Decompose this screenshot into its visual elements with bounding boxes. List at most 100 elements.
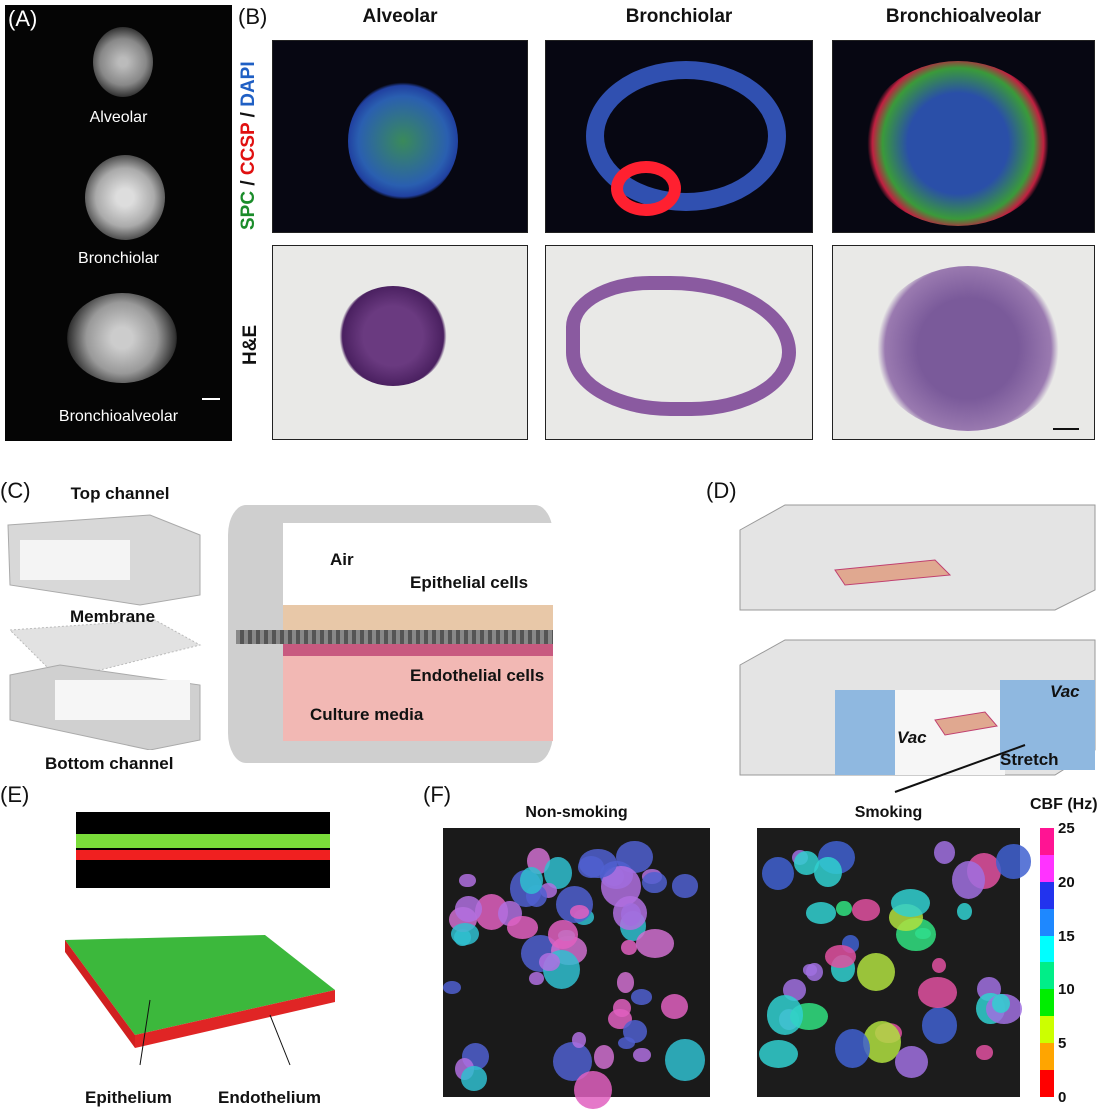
spc-label: SPC: [238, 190, 259, 230]
ciliary-patch: [793, 851, 819, 876]
panel-c-label: (C): [0, 478, 31, 503]
bronchioalveolar-he-image: [832, 245, 1095, 440]
column-header: Bronchiolar: [625, 6, 733, 27]
organoid-label: Bronchiolar: [78, 250, 159, 267]
ciliary-patch: [571, 1031, 587, 1048]
ciliary-patch: [931, 958, 946, 974]
colorbar-segment: [1040, 828, 1054, 855]
ccsp-label: CCSP: [238, 122, 259, 176]
colorbar-tick-label: 10: [1058, 981, 1075, 999]
colorbar-tick-label: 0: [1058, 1089, 1067, 1106]
colorbar-tick-label: 5: [1058, 1035, 1067, 1053]
ciliary-patch: [856, 952, 895, 991]
epithelial-layer: [283, 605, 553, 630]
ciliary-patch: [672, 874, 698, 898]
ciliary-patch: [825, 945, 857, 969]
ciliary-patch: [593, 1045, 614, 1069]
separator: /: [238, 175, 259, 191]
bronchioalveolar-organoid: [67, 293, 177, 383]
ciliary-patch: [579, 848, 617, 878]
3d-tissue-rendering: [65, 935, 335, 1066]
ciliary-patch: [660, 994, 688, 1020]
cross-section-diagram: [228, 505, 553, 763]
bronchiolar-fluorescence-image: [545, 40, 813, 233]
smoking-cbf-map: [757, 828, 1032, 1097]
epithelium-label: Epithelium: [85, 1088, 172, 1107]
bronchioalveolar-fluorescence-image: [832, 40, 1095, 233]
alveolar-organoid: [93, 27, 153, 97]
ciliary-patch: [761, 856, 794, 890]
bottom-channel-label: Bottom channel: [45, 754, 174, 773]
ciliary-patch: [548, 920, 579, 950]
endothelium-label: Endothelium: [218, 1088, 321, 1107]
ciliary-patch: [835, 1028, 871, 1068]
colorbar-segment: [1040, 881, 1054, 909]
ciliary-patch: [630, 989, 652, 1005]
alveolar-he-image: [272, 245, 528, 440]
organoid-label: Alveolar: [89, 109, 148, 126]
column-header: Bronchioalveolar: [885, 6, 1042, 27]
panel-a-organoid-images: Alveolar Bronchiolar Bronchioalveolar: [5, 5, 232, 441]
cbf-colorbar: [1040, 828, 1054, 1097]
vac-left-label: Vac: [897, 728, 927, 747]
endothelial-cells-label: Endothelial cells: [410, 666, 545, 685]
colorbar-segment: [1040, 989, 1054, 1017]
ciliary-patch: [933, 841, 955, 864]
ciliary-patch: [507, 916, 538, 939]
ciliary-patch: [665, 1038, 705, 1081]
panel-d-label: (D): [706, 478, 737, 503]
ciliary-patch: [758, 1039, 799, 1069]
ciliary-patch: [836, 900, 853, 917]
ciliary-patch: [766, 995, 804, 1036]
dapi-label: DAPI: [238, 61, 259, 107]
colorbar-segment: [1040, 1070, 1054, 1097]
smoking-title: Smoking: [854, 804, 923, 821]
ciliary-patch: [569, 905, 589, 919]
non-smoking-cbf-map: [443, 828, 710, 1109]
ciliary-patch: [890, 889, 930, 918]
ciliary-patch: [612, 895, 648, 930]
colorbar-segment: [1040, 1043, 1054, 1071]
ciliary-patch: [921, 1007, 958, 1044]
panel-b-label: (B): [238, 4, 268, 29]
ciliary-patch: [806, 902, 837, 924]
scale-bar: [1053, 428, 1079, 430]
cross-section-confocal-image: [76, 812, 330, 888]
ciliary-patch: [443, 980, 462, 995]
organoid-label: Bronchioalveolar: [58, 408, 179, 425]
ciliary-patch: [539, 952, 560, 971]
ciliary-patch: [805, 962, 823, 981]
stretch-device-diagram: [739, 504, 1096, 793]
ciliary-patch: [620, 939, 637, 955]
colorbar-title: CBF (Hz): [1030, 796, 1098, 813]
stretch-label: Stretch: [1000, 750, 1059, 769]
panel-e-label: (E): [0, 782, 30, 807]
colorbar-segment: [1040, 1016, 1054, 1044]
ciliary-patch: [451, 923, 479, 945]
top-channel-label: Top channel: [70, 484, 170, 503]
membrane-strip: [236, 630, 553, 644]
ciliary-patch: [529, 971, 544, 985]
separator: /: [238, 106, 259, 123]
colorbar-segment: [1040, 935, 1054, 963]
ciliary-patch: [633, 1047, 651, 1062]
bronchiolar-organoid: [85, 155, 165, 240]
colorbar-tick-label: 15: [1058, 927, 1075, 945]
ciliary-patch: [895, 1045, 929, 1078]
scale-bar: [202, 398, 220, 400]
ciliary-patch: [616, 972, 635, 993]
epithelial-cells-label: Epithelial cells: [410, 573, 529, 592]
ciliary-patch: [461, 1066, 487, 1092]
colorbar-segment: [1040, 854, 1054, 882]
air-label: Air: [330, 550, 354, 569]
panel-f-label: (F): [423, 782, 452, 807]
panel-a-label: (A): [8, 6, 38, 31]
ciliary-patch: [992, 993, 1011, 1014]
stain-row-label: SPC / CCSP / DAPI: [238, 61, 260, 230]
ciliary-patch: [918, 977, 958, 1008]
column-header: Alveolar: [362, 6, 438, 27]
ciliary-patch: [455, 896, 483, 922]
non-smoking-title: Non-smoking: [525, 804, 628, 821]
colorbar-tick-label: 25: [1058, 820, 1075, 837]
bronchiolar-he-image: [545, 245, 813, 440]
